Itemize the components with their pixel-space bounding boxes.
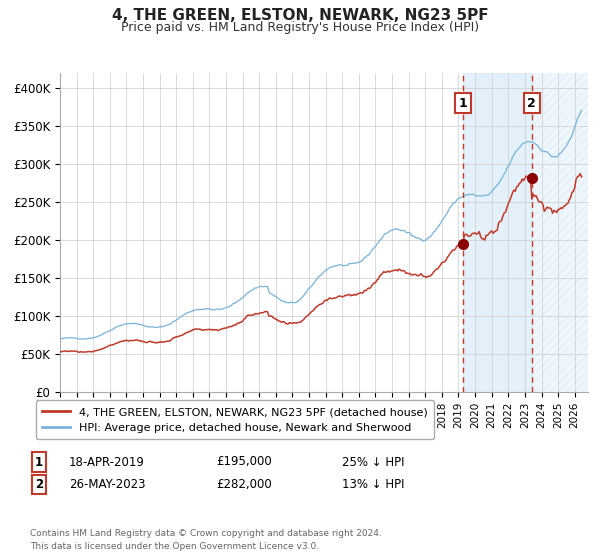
Text: 1: 1 (459, 97, 467, 110)
Bar (532, 73, 588, 392)
Text: 26-MAY-2023: 26-MAY-2023 (69, 478, 146, 491)
Text: Contains HM Land Registry data © Crown copyright and database right 2024.
This d: Contains HM Land Registry data © Crown c… (30, 529, 382, 550)
Text: 18-APR-2019: 18-APR-2019 (69, 455, 145, 469)
Text: 2: 2 (35, 478, 43, 491)
Text: £282,000: £282,000 (216, 478, 272, 491)
Text: 2: 2 (527, 97, 536, 110)
Text: 1: 1 (35, 455, 43, 469)
Bar (463, 73, 532, 392)
Text: Price paid vs. HM Land Registry's House Price Index (HPI): Price paid vs. HM Land Registry's House … (121, 21, 479, 34)
Text: £195,000: £195,000 (216, 455, 272, 469)
Text: 4, THE GREEN, ELSTON, NEWARK, NG23 5PF: 4, THE GREEN, ELSTON, NEWARK, NG23 5PF (112, 8, 488, 24)
Text: 13% ↓ HPI: 13% ↓ HPI (342, 478, 404, 491)
Text: 25% ↓ HPI: 25% ↓ HPI (342, 455, 404, 469)
Legend: 4, THE GREEN, ELSTON, NEWARK, NG23 5PF (detached house), HPI: Average price, det: 4, THE GREEN, ELSTON, NEWARK, NG23 5PF (… (35, 400, 434, 439)
